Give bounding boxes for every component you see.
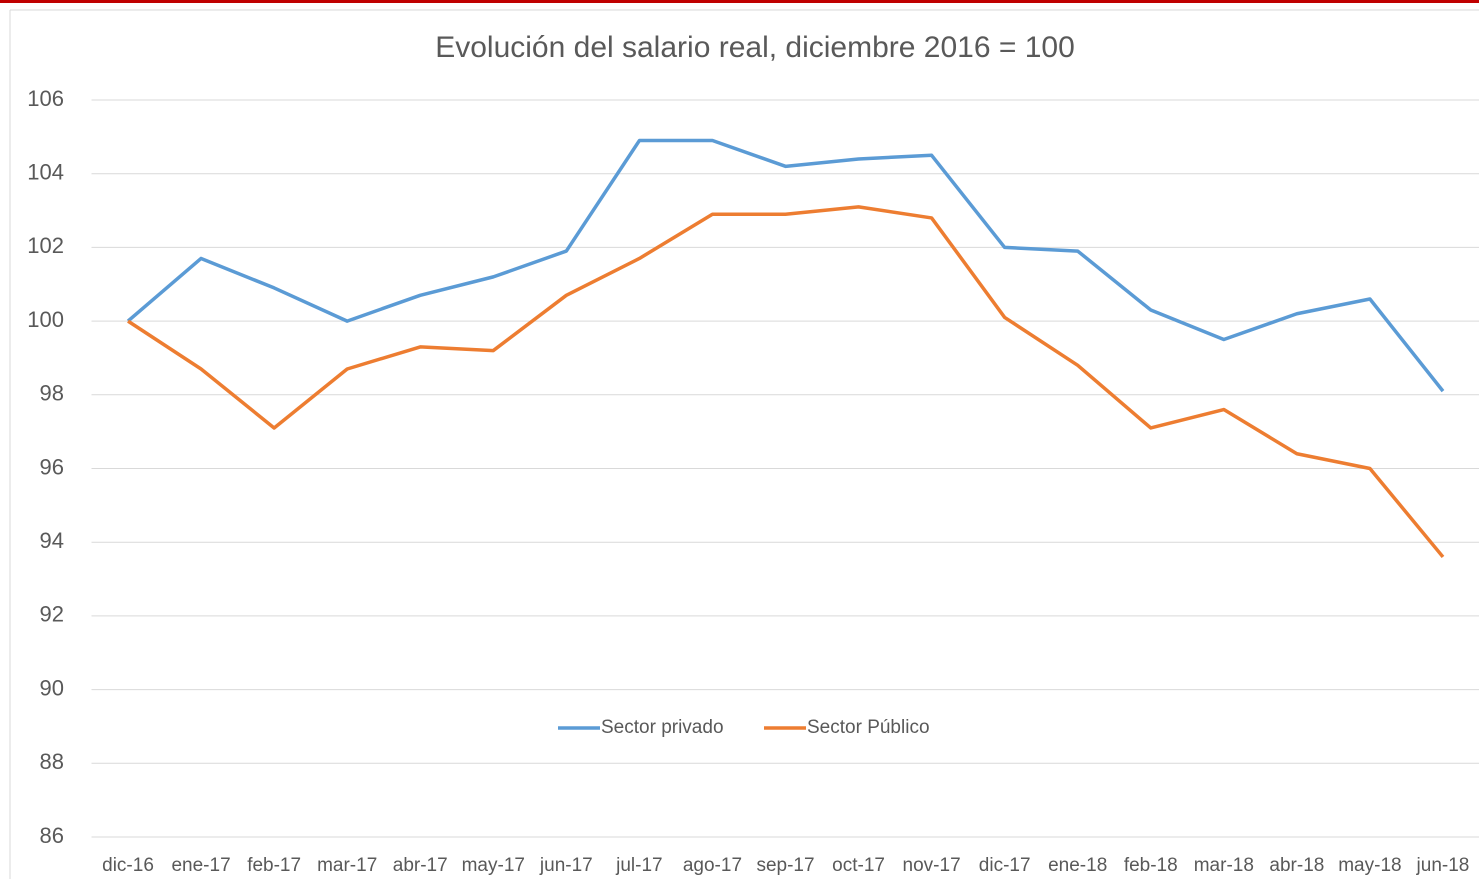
x-tick-label: ene-17 [171, 855, 230, 876]
x-tick-label: feb-17 [247, 855, 301, 876]
y-tick-label: 104 [27, 160, 64, 185]
x-tick-label: may-17 [462, 855, 525, 876]
y-tick-label: 106 [27, 86, 64, 111]
y-tick-label: 102 [27, 233, 64, 258]
x-tick-label: jun-18 [1416, 855, 1470, 876]
x-tick-label: ene-18 [1048, 855, 1107, 876]
y-tick-label: 100 [27, 307, 64, 332]
x-tick-label: feb-18 [1124, 855, 1178, 876]
x-tick-label: abr-17 [393, 855, 448, 876]
x-tick-label: ago-17 [683, 855, 742, 876]
x-tick-label: dic-17 [979, 855, 1031, 876]
x-tick-label: jun-17 [539, 855, 593, 876]
x-tick-label: dic-16 [102, 855, 154, 876]
y-tick-label: 86 [40, 823, 64, 848]
x-tick-label: mar-17 [317, 855, 377, 876]
x-tick-label: may-18 [1338, 855, 1401, 876]
y-tick-label: 96 [40, 454, 64, 479]
x-tick-label: oct-17 [832, 855, 885, 876]
y-tick-label: 88 [40, 749, 64, 774]
top-bar [0, 0, 1479, 3]
x-tick-label: nov-17 [903, 855, 961, 876]
y-tick-label: 92 [40, 602, 64, 627]
chart-title: Evolución del salario real, diciembre 20… [435, 31, 1075, 64]
y-tick-label: 90 [40, 675, 64, 700]
x-tick-label: mar-18 [1194, 855, 1254, 876]
legend-label: Sector Público [807, 717, 930, 738]
y-tick-label: 94 [40, 528, 64, 553]
x-tick-label: sep-17 [756, 855, 814, 876]
y-tick-label: 98 [40, 381, 64, 406]
x-tick-label: jul-17 [615, 855, 662, 876]
line [126, 138, 1445, 393]
line [127, 205, 1445, 559]
x-tick-label: abr-18 [1269, 855, 1324, 876]
legend-label: Sector privado [601, 717, 724, 738]
